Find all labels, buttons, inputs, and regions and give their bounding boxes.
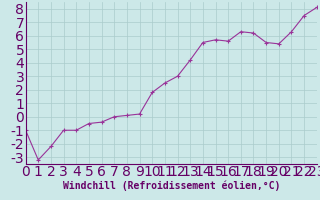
X-axis label: Windchill (Refroidissement éolien,°C): Windchill (Refroidissement éolien,°C) [62,181,280,191]
